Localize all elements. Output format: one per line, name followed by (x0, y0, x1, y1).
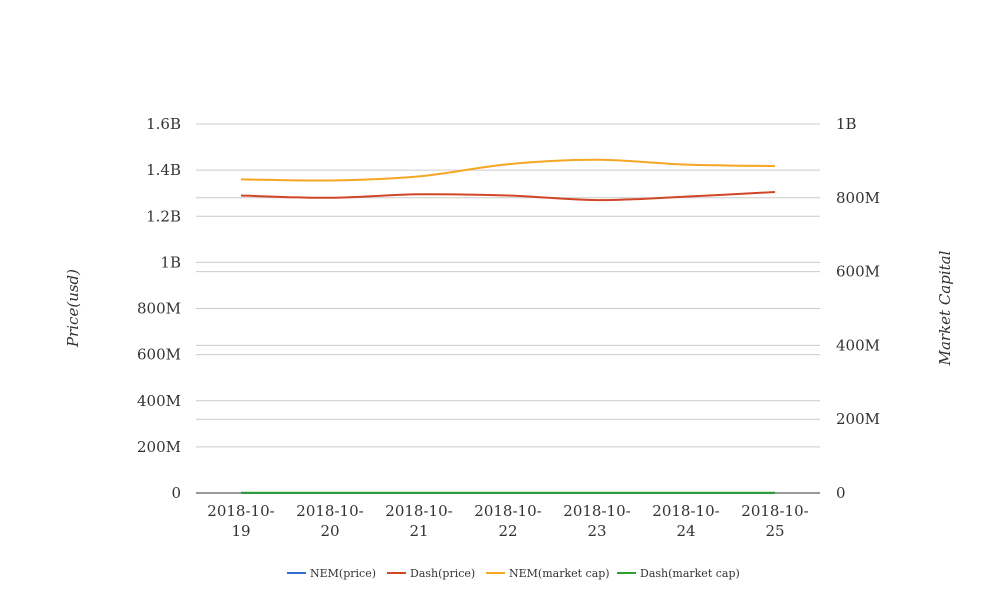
left-tick-label: 1.6B (146, 115, 181, 133)
x-tick-label: 2018-10-25 (741, 502, 808, 540)
right-tick-label: 0 (836, 484, 846, 502)
legend-item[interactable]: Dash(market cap) (617, 567, 740, 580)
right-axis-ticks: 0 200M 400M 600M 800M 1B (836, 115, 880, 502)
right-gridlines (196, 123, 820, 420)
legend-label: Dash(market cap) (640, 567, 740, 580)
x-tick-label: 2018-10-19 (207, 502, 274, 540)
left-axis-title: Price(usd) (64, 269, 82, 348)
legend-item[interactable]: NEM(price) (287, 567, 376, 580)
right-tick-label: 400M (836, 336, 880, 354)
right-tick-label: 200M (836, 410, 880, 428)
left-tick-label: 800M (137, 300, 181, 318)
left-tick-label: 1.4B (146, 161, 181, 179)
series-line-dash-price (240, 191, 776, 202)
x-tick-label: 2018-10-23 (563, 502, 630, 540)
series-line-nem-market-cap (240, 158, 776, 182)
legend-item[interactable]: Dash(price) (387, 567, 475, 580)
x-axis-ticks: 2018-10-19 2018-10-20 2018-10-21 2018-10-22… (207, 502, 808, 540)
left-tick-label: 1B (160, 253, 181, 271)
legend-label: NEM(market cap) (509, 567, 610, 580)
series-lines (240, 158, 776, 495)
legend-label: Dash(price) (410, 567, 475, 580)
right-axis-title: Market Capital (936, 250, 954, 366)
left-tick-label: 200M (137, 438, 181, 456)
x-tick-label: 2018-10-22 (474, 502, 541, 540)
x-tick-label: 2018-10-20 (296, 502, 363, 540)
left-axis-ticks: 0 200M 400M 600M 800M 1B 1.2B 1.4B 1.6B (137, 115, 181, 502)
legend-label: NEM(price) (310, 567, 376, 580)
legend-item[interactable]: NEM(market cap) (486, 567, 610, 580)
right-tick-label: 1B (836, 115, 857, 133)
left-tick-label: 400M (137, 392, 181, 410)
right-tick-label: 800M (836, 189, 880, 207)
x-tick-label: 2018-10-21 (385, 502, 452, 540)
left-tick-label: 0 (171, 484, 181, 502)
legend[interactable]: NEM(price) Dash(price) NEM(market cap) Dash… (287, 567, 740, 580)
x-tick-label: 2018-10-24 (652, 502, 719, 540)
left-tick-label: 1.2B (146, 207, 181, 225)
left-gridlines (196, 123, 820, 448)
right-tick-label: 600M (836, 263, 880, 281)
left-tick-label: 600M (137, 346, 181, 364)
